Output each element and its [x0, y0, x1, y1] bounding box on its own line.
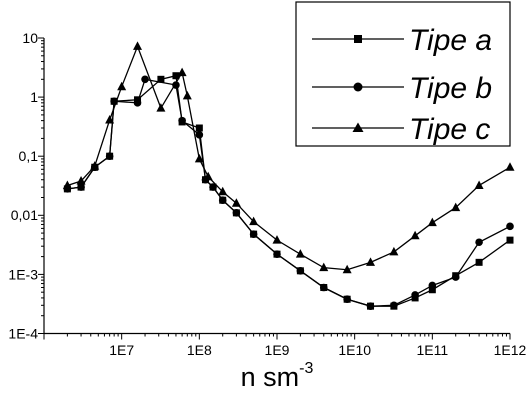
data-point-triangle — [156, 103, 166, 112]
data-point-circle — [428, 281, 437, 290]
y-tick-label: 1 — [30, 89, 38, 105]
data-point-triangle — [410, 230, 420, 240]
y-tick-label: 1E-4 — [8, 326, 38, 342]
legend-label-tipe-c: Tipe c — [409, 113, 490, 146]
legend-square-marker — [354, 35, 362, 43]
series-line-tipe-b — [67, 78, 511, 307]
series-tipe-c — [62, 41, 515, 274]
data-point-circle — [343, 295, 351, 304]
x-tick-label: 1E12 — [494, 342, 526, 358]
data-point-triangle — [182, 90, 192, 100]
data-point-square — [157, 75, 165, 83]
y-tick-label: 1E-3 — [8, 266, 38, 282]
data-point-square — [172, 72, 180, 80]
data-point-circle — [232, 209, 241, 217]
data-point-square — [475, 258, 483, 266]
y-tick-label: 10 — [22, 30, 38, 46]
legend-box — [295, 1, 511, 147]
data-point-triangle — [295, 249, 305, 258]
data-point-circle — [178, 116, 186, 125]
data-point-circle — [105, 152, 114, 160]
data-point-square — [195, 124, 203, 132]
data-point-triangle — [427, 217, 437, 227]
y-tick-label: 0,01 — [11, 207, 38, 223]
data-point-triangle — [474, 180, 484, 189]
data-point-circle — [218, 196, 227, 205]
data-point-triangle — [90, 161, 100, 170]
data-point-triangle — [389, 246, 399, 256]
data-point-square — [506, 236, 514, 244]
data-point-triangle — [366, 257, 376, 266]
data-point-circle — [296, 267, 305, 275]
data-point-circle — [506, 222, 514, 231]
data-point-circle — [366, 302, 375, 310]
data-point-circle — [411, 291, 419, 299]
data-point-circle — [273, 250, 281, 258]
x-tick-label: 1E7 — [109, 342, 134, 358]
x-axis-title-text: n sm — [241, 362, 300, 392]
x-ticks — [43, 333, 511, 340]
data-point-triangle — [319, 262, 329, 272]
data-point-triangle — [505, 162, 515, 171]
legend-label-tipe-a: Tipe a — [409, 24, 492, 57]
data-point-triangle — [194, 153, 204, 163]
data-point-triangle — [133, 41, 143, 50]
x-tick-label: 1E8 — [187, 342, 212, 358]
legend-label-tipe-b: Tipe b — [409, 72, 492, 105]
data-point-triangle — [177, 67, 187, 77]
x-axis-title: n sm-3 — [241, 360, 314, 392]
data-point-circle — [249, 230, 258, 238]
data-point-triangle — [231, 198, 241, 207]
data-point-triangle — [342, 264, 352, 274]
data-point-circle — [195, 131, 204, 139]
x-tick-label: 1E11 — [416, 342, 448, 358]
data-point-circle — [77, 183, 85, 191]
data-point-triangle — [105, 114, 115, 124]
legend-triangle-marker — [352, 122, 364, 132]
data-point-triangle — [272, 235, 282, 244]
data-point-triangle — [249, 216, 259, 226]
data-point-circle — [209, 183, 217, 191]
data-point-circle — [451, 273, 460, 281]
data-point-triangle — [117, 81, 127, 91]
data-point-circle — [390, 301, 398, 310]
data-point-triangle — [218, 186, 228, 196]
data-point-triangle — [451, 202, 461, 212]
data-point-triangle — [62, 180, 72, 189]
y-tick-label: 0,1 — [19, 148, 39, 164]
data-point-triangle — [203, 171, 213, 181]
legend: Tipe a Tipe b Tipe c — [295, 1, 511, 147]
plot-area — [62, 41, 515, 310]
legend-circle-marker — [353, 82, 363, 92]
x-axis-title-exponent: -3 — [299, 360, 313, 377]
data-point-circle — [133, 99, 142, 107]
x-tick-label: 1E10 — [338, 342, 371, 358]
data-point-circle — [475, 238, 483, 247]
data-point-circle — [319, 283, 328, 292]
data-point-triangle — [76, 176, 86, 185]
y-ticks — [38, 37, 44, 334]
data-point-square — [428, 286, 436, 294]
data-point-circle — [141, 75, 149, 84]
x-tick-label: 1E9 — [265, 342, 290, 358]
